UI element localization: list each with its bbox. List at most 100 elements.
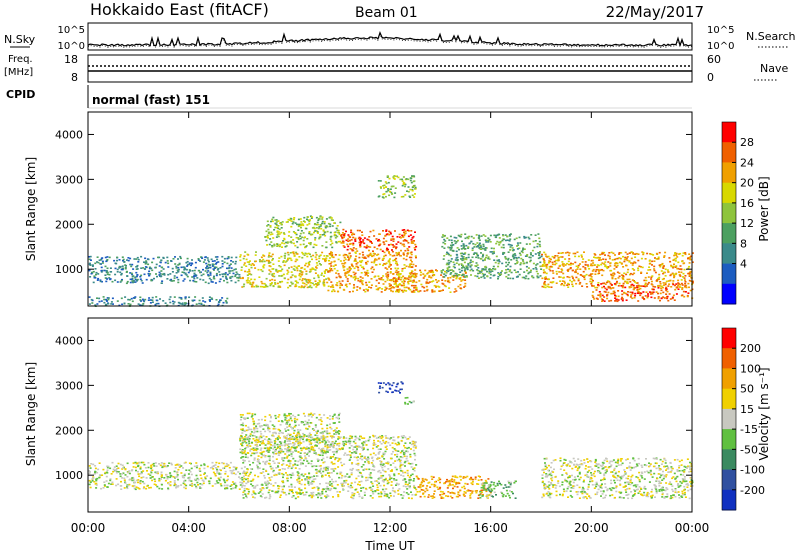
heatmap-cell [203, 480, 205, 482]
heatmap-cell [446, 272, 448, 274]
heatmap-cell [411, 239, 413, 241]
cpid-panel: CPID normal (fast) 151 [6, 85, 692, 108]
heatmap-cell [622, 298, 624, 300]
heatmap-cell [549, 268, 551, 270]
heatmap-cell [199, 279, 201, 281]
heatmap-cell [226, 282, 228, 284]
heatmap-cell [116, 260, 118, 262]
heatmap-cell [320, 417, 322, 419]
heatmap-cell [167, 263, 169, 265]
heatmap-cell [140, 278, 142, 280]
heatmap-cell [355, 266, 357, 268]
heatmap-cell [476, 242, 478, 244]
heatmap-cell [242, 277, 244, 279]
heatmap-cell [244, 251, 246, 253]
heatmap-cell [507, 278, 509, 280]
heatmap-cell [101, 257, 103, 259]
heatmap-cell [398, 436, 400, 438]
heatmap-cell [317, 232, 319, 234]
heatmap-cell [150, 280, 152, 282]
heatmap-cell [542, 264, 544, 266]
heatmap-cell [313, 451, 315, 453]
heatmap-cell [634, 297, 636, 299]
heatmap-cell [233, 269, 235, 271]
heatmap-cell [290, 416, 292, 418]
heatmap-cell [360, 241, 362, 243]
heatmap-cell [539, 257, 541, 259]
heatmap-cell [393, 436, 395, 438]
heatmap-cell [310, 422, 312, 424]
heatmap-cell [270, 447, 272, 449]
heatmap-cell [667, 296, 669, 298]
heatmap-cell [297, 481, 299, 483]
heatmap-cell [321, 245, 323, 247]
heatmap-cell [461, 263, 463, 265]
heatmap-cell [205, 270, 207, 272]
heatmap-cell [242, 462, 244, 464]
heatmap-cell [284, 277, 286, 279]
heatmap-cell [411, 251, 413, 253]
heatmap-cell [480, 258, 482, 260]
heatmap-cell [602, 258, 604, 260]
heatmap-cell [375, 454, 377, 456]
heatmap-cell [503, 244, 505, 246]
noise-left-tick-top: 10^5 [58, 25, 85, 36]
heatmap-cell [245, 425, 247, 427]
heatmap-cell [688, 253, 690, 255]
noise-right-label: N.Search [746, 30, 796, 43]
heatmap-cell [239, 482, 241, 484]
heatmap-cell [306, 224, 308, 226]
heatmap-cell [320, 236, 322, 238]
heatmap-cell [396, 270, 398, 272]
heatmap-cell [300, 221, 302, 223]
heatmap-cell [226, 302, 228, 304]
heatmap-cell [327, 451, 329, 453]
heatmap-cell [278, 420, 280, 422]
heatmap-cell [274, 283, 276, 285]
heatmap-cell [140, 468, 142, 470]
heatmap-cell [387, 483, 389, 485]
heatmap-cell [140, 267, 142, 269]
heatmap-cell [395, 261, 397, 263]
heatmap-cell [146, 470, 148, 472]
heatmap-cell [213, 278, 215, 280]
heatmap-cell [226, 279, 228, 281]
heatmap-cell [272, 432, 274, 434]
heatmap-cell [672, 259, 674, 261]
heatmap-cell [316, 262, 318, 264]
heatmap-cell [97, 278, 99, 280]
heatmap-cell [155, 462, 157, 464]
heatmap-cell [378, 180, 380, 182]
heatmap-cell [404, 194, 406, 196]
heatmap-cell [238, 476, 240, 478]
heatmap-cell [347, 255, 349, 257]
heatmap-cell [254, 497, 256, 499]
heatmap-cell [329, 270, 331, 272]
heatmap-cell [274, 415, 276, 417]
heatmap-cell [520, 254, 522, 256]
heatmap-cell [370, 268, 372, 270]
heatmap-cell [314, 434, 316, 436]
heatmap-cell [392, 490, 394, 492]
heatmap-cell [452, 250, 454, 252]
heatmap-cell [191, 474, 193, 476]
heatmap-cell [384, 453, 386, 455]
heatmap-cell [440, 274, 442, 276]
heatmap-cell [224, 262, 226, 264]
heatmap-cell [167, 478, 169, 480]
heatmap-cell [245, 434, 247, 436]
heatmap-cell [345, 444, 347, 446]
heatmap-cell [143, 464, 145, 466]
heatmap-cell [156, 276, 158, 278]
heatmap-cell [333, 422, 335, 424]
heatmap-cell [89, 480, 91, 482]
heatmap-cell [242, 492, 244, 494]
heatmap-cell [676, 268, 678, 270]
heatmap-cell [444, 280, 446, 282]
heatmap-cell [461, 279, 463, 281]
heatmap-cell [308, 253, 310, 255]
heatmap-cell [629, 279, 631, 281]
heatmap-cell [381, 288, 383, 290]
heatmap-cell [262, 266, 264, 268]
heatmap-cell [408, 287, 410, 289]
